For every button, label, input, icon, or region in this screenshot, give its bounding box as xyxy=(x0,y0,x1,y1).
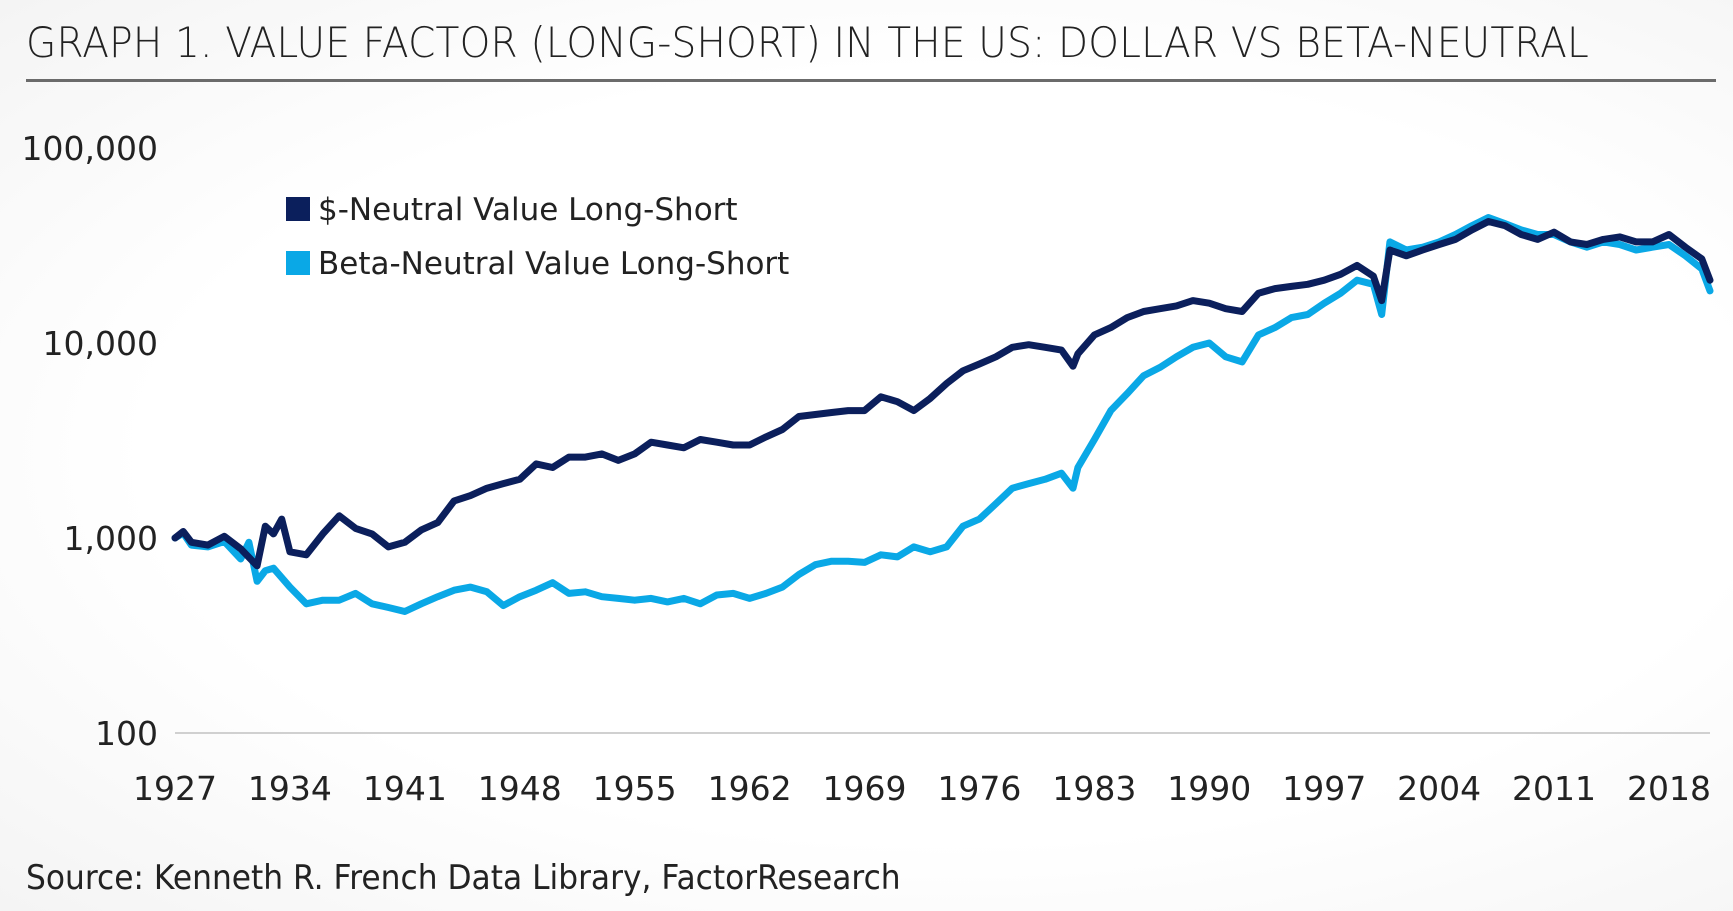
x-tick-label: 2018 xyxy=(1627,769,1711,808)
page-title: GRAPH 1. VALUE FACTOR (LONG-SHORT) IN TH… xyxy=(26,18,1589,67)
legend-swatch-beta-neutral xyxy=(286,251,310,275)
x-tick-label: 1990 xyxy=(1167,769,1251,808)
y-tick-label: 10,000 xyxy=(43,324,158,363)
series-line-beta-neutral xyxy=(171,214,1714,615)
y-tick-label: 1,000 xyxy=(64,519,158,558)
x-tick-label: 1941 xyxy=(363,769,447,808)
x-axis: 1927 1934 1941 1948 1955 1962 1969 1976 1983 1990… xyxy=(133,769,1711,808)
y-tick-label: 100,000 xyxy=(22,129,158,168)
x-tick-label: 1969 xyxy=(823,769,907,808)
legend-swatch-dollar-neutral xyxy=(286,197,310,221)
x-tick-label: 1934 xyxy=(248,769,332,808)
source-note: Source: Kenneth R. French Data Library, … xyxy=(26,858,901,898)
legend: $-Neutral Value Long-Short Beta-Neutral … xyxy=(286,192,789,282)
y-tick-label: 100 xyxy=(95,714,158,753)
legend-label-beta-neutral: Beta-Neutral Value Long-Short xyxy=(318,246,789,282)
x-tick-label: 1997 xyxy=(1282,769,1366,808)
x-tick-label: 1927 xyxy=(133,769,217,808)
title-divider xyxy=(26,79,1716,82)
x-tick-label: 1976 xyxy=(937,769,1021,808)
x-tick-label: 1955 xyxy=(593,769,677,808)
legend-label-dollar-neutral: $-Neutral Value Long-Short xyxy=(318,192,738,228)
series-layer xyxy=(171,214,1714,615)
x-tick-label: 1962 xyxy=(708,769,792,808)
x-tick-label: 2004 xyxy=(1397,769,1481,808)
x-tick-label: 2011 xyxy=(1512,769,1596,808)
x-tick-label: 1948 xyxy=(478,769,562,808)
x-tick-label: 1983 xyxy=(1052,769,1136,808)
y-axis: 100 1,000 10,000 100,000 xyxy=(22,129,158,753)
series-line-dollar-neutral xyxy=(171,218,1714,570)
